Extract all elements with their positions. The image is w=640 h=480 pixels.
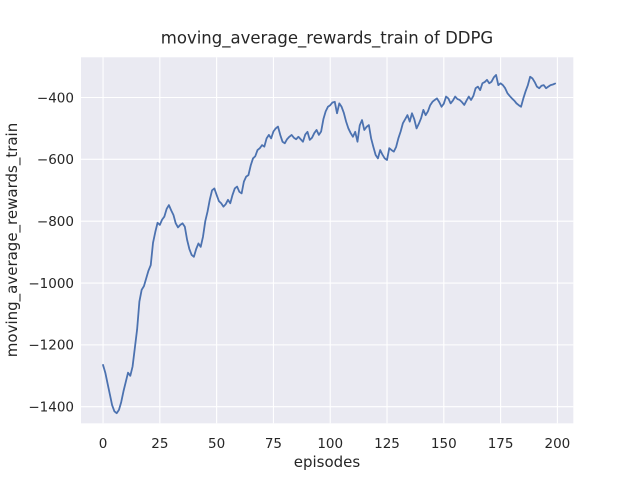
y-tick-label: −1200 xyxy=(28,338,74,354)
x-tick-label: 50 xyxy=(208,436,225,452)
plot-background xyxy=(81,57,574,424)
y-tick-label: −1000 xyxy=(28,276,74,292)
x-tick-label: 150 xyxy=(431,436,457,452)
y-tick-label: −600 xyxy=(37,152,74,168)
x-tick-labels: 0 25 50 75 100 125 150 175 200 xyxy=(99,436,571,452)
y-axis-label: moving_average_rewards_train xyxy=(3,123,22,357)
x-tick-label: 25 xyxy=(151,436,168,452)
x-tick-label: 0 xyxy=(99,436,108,452)
y-tick-labels: −400 −600 −800 −1000 −1200 −1400 xyxy=(28,90,74,415)
x-tick-label: 100 xyxy=(317,436,343,452)
x-tick-label: 200 xyxy=(545,436,571,452)
x-tick-label: 175 xyxy=(488,436,514,452)
gridlines xyxy=(81,57,574,424)
y-tick-label: −400 xyxy=(37,90,74,106)
chart-title: moving_average_rewards_train of DDPG xyxy=(161,29,493,49)
reward-line-series xyxy=(102,74,557,415)
x-tick-label: 125 xyxy=(374,436,400,452)
y-tick-label: −1400 xyxy=(28,400,74,416)
x-tick-label: 75 xyxy=(265,436,282,452)
x-axis-label: episodes xyxy=(294,453,361,471)
y-tick-label: −800 xyxy=(37,214,74,230)
